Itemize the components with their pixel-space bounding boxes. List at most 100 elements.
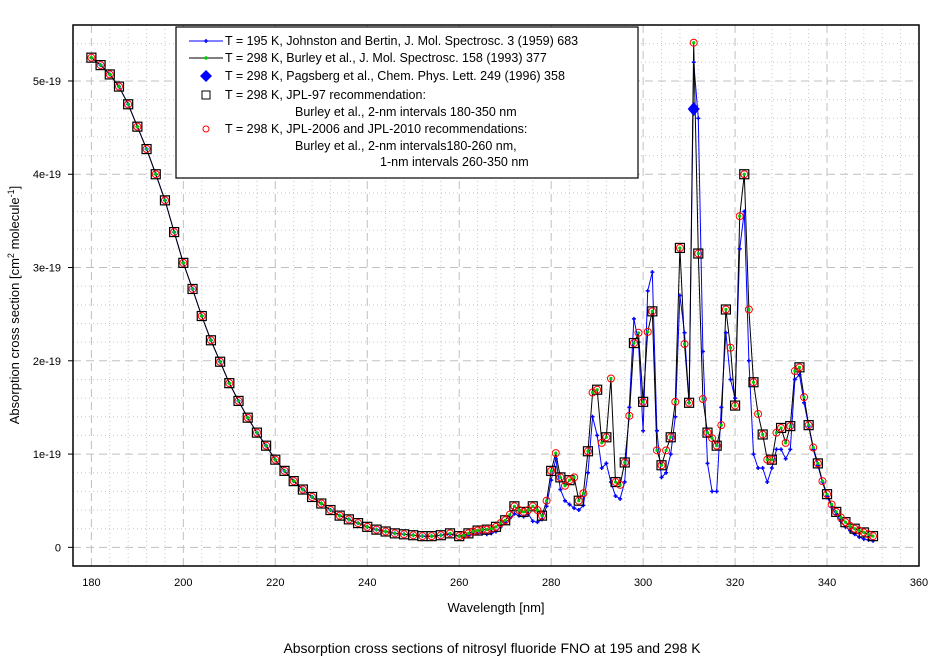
jpl2006-point [846, 521, 855, 530]
burley-point [659, 463, 664, 467]
jpl2006-point [501, 516, 510, 525]
johnston-point [765, 480, 770, 485]
jpl2006-point [648, 307, 657, 316]
jpl2006-point [381, 527, 390, 536]
jpl2006-point [804, 421, 813, 430]
jpl97-point [205, 335, 217, 346]
jpl2006-point [114, 82, 123, 91]
jpl2006-point [625, 411, 634, 420]
jpl2006-point [749, 378, 758, 387]
jpl97-point [628, 337, 640, 349]
johnston-point [673, 414, 678, 419]
x-tick-label: 320 [726, 577, 744, 589]
johnston-point [553, 456, 558, 461]
burley-point [632, 341, 636, 345]
jpl97-point [288, 476, 299, 487]
jpl97-point [693, 248, 704, 259]
jpl2006-point [335, 511, 344, 520]
jpl2006-point [754, 409, 763, 418]
burley-point [816, 461, 820, 465]
jpl2006-point [744, 305, 753, 314]
burley-point [761, 432, 765, 437]
burley-point [710, 436, 714, 440]
burley-point [420, 534, 425, 538]
y-label-sup1: 2 [6, 253, 16, 258]
burley-point [558, 475, 562, 479]
jpl2006-point [400, 530, 409, 539]
jpl2006-point [533, 506, 542, 515]
jpl97-point [757, 429, 768, 440]
jpl2006-point [629, 339, 638, 348]
johnston-point [779, 447, 784, 452]
legend-label: T = 298 K, Pagsberg et al., Chem. Phys. … [225, 69, 565, 83]
johnston-point [572, 506, 577, 511]
jpl2006-point [505, 510, 514, 519]
jpl2006-point [703, 428, 712, 437]
jpl2006-point [280, 466, 289, 475]
burley-point [374, 528, 379, 532]
johnston-point [567, 502, 572, 507]
jpl2006-point [556, 473, 565, 482]
johnston-point [641, 428, 646, 433]
jpl2006-point [606, 374, 615, 383]
johnston-point [622, 480, 627, 485]
burley-point [655, 448, 659, 452]
y-axis-label: Absorption cross section [cm2 molecule-1… [6, 186, 22, 424]
jpl2006-point [514, 506, 523, 515]
jpl97-point [711, 440, 722, 451]
jpl2006-point [740, 170, 749, 179]
johnston-point [737, 246, 742, 251]
burley-point [430, 534, 434, 538]
legend-label: T = 298 K, JPL-2006 and JPL-2010 recomme… [225, 122, 527, 136]
jpl97-point [748, 377, 759, 388]
johnston-point [705, 461, 710, 466]
jpl2006-point [827, 500, 836, 509]
jpl2006-point [427, 532, 436, 541]
jpl2006-point [160, 196, 169, 205]
burley-point [802, 395, 806, 399]
x-axis-label: Wavelength [nm] [447, 600, 544, 615]
jpl97-point [270, 454, 281, 465]
burley-point [411, 533, 415, 537]
burley-point [209, 338, 213, 342]
burley-point [586, 449, 590, 453]
jpl2006-point [151, 170, 160, 179]
jpl97-point [573, 495, 584, 506]
jpl2006-point [588, 388, 597, 397]
jpl2006-point [772, 428, 781, 437]
jpl97-point [812, 458, 823, 469]
johnston-point [861, 536, 866, 541]
burley-point [600, 441, 604, 445]
jpl2006-point [105, 70, 114, 79]
jpl97-point [739, 169, 750, 180]
burley-point [742, 172, 746, 176]
axes: 180 200 220 240 260 280 300 320 340 360 0 1e-19 2e-1… [33, 24, 928, 589]
burley-point [627, 414, 631, 418]
jpl2006-point [262, 441, 271, 450]
jpl2006-point [800, 393, 809, 402]
jpl2006-point [537, 511, 546, 520]
jpl2006-point [519, 507, 528, 516]
jpl2006-point [188, 284, 197, 293]
legend-label-line2: Burley et al., 2-nm intervals 180-350 nm [295, 105, 517, 119]
jpl2006-point [570, 473, 579, 482]
legend-label: T = 298 K, JPL-97 recommendation: [225, 88, 426, 102]
jpl97-point [546, 465, 557, 476]
burley-point [701, 397, 705, 401]
jpl97-point [536, 510, 548, 521]
jpl2006-point [662, 446, 671, 455]
burley-point [623, 460, 627, 465]
jpl2006-point [758, 430, 767, 439]
johnston-point [756, 466, 761, 471]
burley-point [715, 444, 719, 448]
jpl97-point [803, 420, 814, 431]
burley-point [747, 307, 751, 312]
burley-point [719, 423, 723, 427]
burley-point [636, 331, 641, 335]
burley-point [319, 501, 323, 506]
burley-point [328, 508, 333, 512]
jpl97-point [132, 121, 143, 132]
jpl2006-point [289, 477, 298, 486]
burley-point [480, 528, 484, 532]
